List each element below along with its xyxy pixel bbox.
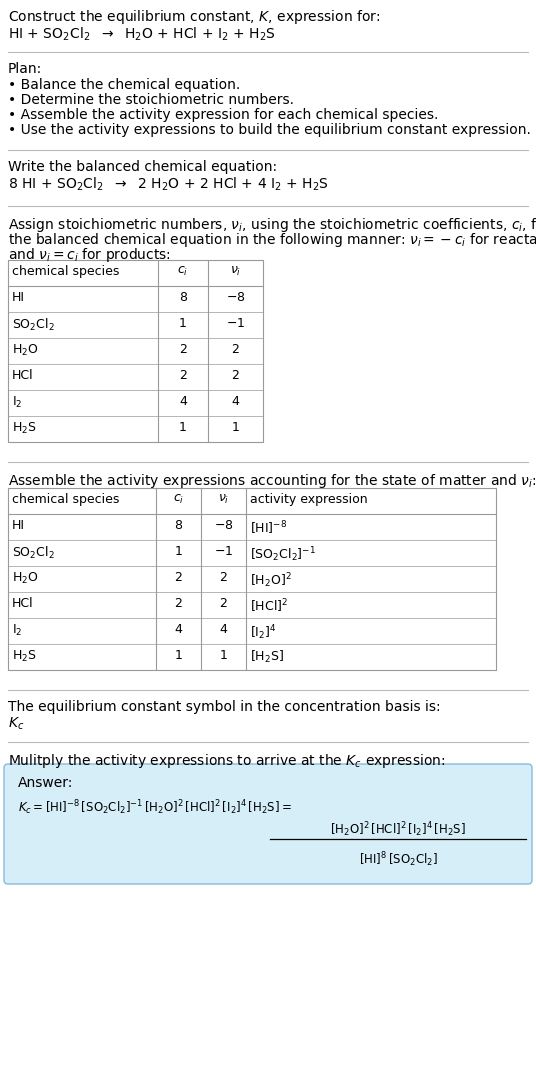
- Text: Assign stoichiometric numbers, $\nu_i$, using the stoichiometric coefficients, $: Assign stoichiometric numbers, $\nu_i$, …: [8, 216, 536, 234]
- Text: activity expression: activity expression: [250, 493, 368, 506]
- Text: • Use the activity expressions to build the equilibrium constant expression.: • Use the activity expressions to build …: [8, 123, 531, 137]
- Text: Assemble the activity expressions accounting for the state of matter and $\nu_i$: Assemble the activity expressions accoun…: [8, 472, 536, 490]
- Text: $-8$: $-8$: [226, 291, 245, 304]
- Text: $K_c$: $K_c$: [8, 716, 24, 733]
- Text: H$_2$S: H$_2$S: [12, 421, 36, 436]
- Text: $[\mathrm{HI}]^{-8}$: $[\mathrm{HI}]^{-8}$: [250, 519, 287, 536]
- Text: 8 HI + SO$_2$Cl$_2$  $\rightarrow$  2 H$_2$O + 2 HCl + 4 I$_2$ + H$_2$S: 8 HI + SO$_2$Cl$_2$ $\rightarrow$ 2 H$_2…: [8, 176, 329, 193]
- Text: 1: 1: [179, 421, 187, 434]
- Text: 2: 2: [179, 343, 187, 356]
- Text: $[\mathrm{H_2O}]^{2}$: $[\mathrm{H_2O}]^{2}$: [250, 571, 292, 590]
- Text: I$_2$: I$_2$: [12, 623, 23, 638]
- Text: • Assemble the activity expression for each chemical species.: • Assemble the activity expression for e…: [8, 108, 438, 122]
- Text: Mulitply the activity expressions to arrive at the $K_c$ expression:: Mulitply the activity expressions to arr…: [8, 752, 445, 770]
- Text: 2: 2: [232, 343, 240, 356]
- Text: 1: 1: [175, 648, 182, 663]
- Text: $\nu_i$: $\nu_i$: [218, 493, 229, 506]
- Text: HI + SO$_2$Cl$_2$  $\rightarrow$  H$_2$O + HCl + I$_2$ + H$_2$S: HI + SO$_2$Cl$_2$ $\rightarrow$ H$_2$O +…: [8, 26, 276, 43]
- Text: 4: 4: [175, 623, 182, 636]
- Text: H$_2$O: H$_2$O: [12, 343, 39, 358]
- Text: 8: 8: [175, 519, 182, 532]
- Text: Write the balanced chemical equation:: Write the balanced chemical equation:: [8, 160, 277, 174]
- Text: chemical species: chemical species: [12, 493, 120, 506]
- Text: HI: HI: [12, 519, 25, 532]
- Text: $[\mathrm{HI}]^{8}\,[\mathrm{SO_2Cl_2}]$: $[\mathrm{HI}]^{8}\,[\mathrm{SO_2Cl_2}]$: [359, 850, 437, 869]
- Text: $-1$: $-1$: [226, 317, 245, 330]
- Text: $\nu_i$: $\nu_i$: [230, 265, 241, 278]
- Text: H$_2$S: H$_2$S: [12, 648, 36, 664]
- Text: SO$_2$Cl$_2$: SO$_2$Cl$_2$: [12, 317, 55, 333]
- Text: 4: 4: [232, 395, 240, 408]
- Text: Plan:: Plan:: [8, 62, 42, 76]
- Text: $c_i$: $c_i$: [173, 493, 184, 506]
- Text: 2: 2: [175, 571, 182, 584]
- Text: Answer:: Answer:: [18, 776, 73, 790]
- Text: 2: 2: [179, 369, 187, 382]
- Text: H$_2$O: H$_2$O: [12, 571, 39, 586]
- Text: 1: 1: [220, 648, 227, 663]
- Text: • Determine the stoichiometric numbers.: • Determine the stoichiometric numbers.: [8, 93, 294, 107]
- Text: $K_c = [\mathrm{HI}]^{-8}\,[\mathrm{SO_2Cl_2}]^{-1}\,[\mathrm{H_2O}]^{2}\,[\math: $K_c = [\mathrm{HI}]^{-8}\,[\mathrm{SO_2…: [18, 798, 292, 817]
- Text: the balanced chemical equation in the following manner: $\nu_i = -c_i$ for react: the balanced chemical equation in the fo…: [8, 231, 536, 249]
- Text: $[\mathrm{H_2S}]$: $[\mathrm{H_2S}]$: [250, 648, 284, 665]
- Text: 2: 2: [220, 571, 227, 584]
- Text: 2: 2: [175, 597, 182, 610]
- Text: The equilibrium constant symbol in the concentration basis is:: The equilibrium constant symbol in the c…: [8, 700, 441, 714]
- Text: $[\mathrm{I_2}]^{4}$: $[\mathrm{I_2}]^{4}$: [250, 623, 277, 642]
- Bar: [8, 488, 496, 670]
- Text: 1: 1: [175, 545, 182, 558]
- Text: $[\mathrm{H_2O}]^{2}\,[\mathrm{HCl}]^{2}\,[\mathrm{I_2}]^{4}\,[\mathrm{H_2S}]$: $[\mathrm{H_2O}]^{2}\,[\mathrm{HCl}]^{2}…: [330, 820, 466, 838]
- Text: and $\nu_i = c_i$ for products:: and $\nu_i = c_i$ for products:: [8, 246, 171, 264]
- Text: HCl: HCl: [12, 597, 34, 610]
- Text: $[\mathrm{HCl}]^{2}$: $[\mathrm{HCl}]^{2}$: [250, 597, 288, 615]
- Text: 2: 2: [232, 369, 240, 382]
- Text: $c_i$: $c_i$: [177, 265, 189, 278]
- Text: Construct the equilibrium constant, $K$, expression for:: Construct the equilibrium constant, $K$,…: [8, 8, 381, 26]
- Text: 4: 4: [179, 395, 187, 408]
- Text: 1: 1: [232, 421, 240, 434]
- Text: 1: 1: [179, 317, 187, 330]
- Text: HCl: HCl: [12, 369, 34, 382]
- Text: 8: 8: [179, 291, 187, 304]
- Bar: [8, 260, 263, 442]
- Text: $[\mathrm{SO_2Cl_2}]^{-1}$: $[\mathrm{SO_2Cl_2}]^{-1}$: [250, 545, 316, 563]
- Text: 2: 2: [220, 597, 227, 610]
- Text: HI: HI: [12, 291, 25, 304]
- Text: $-8$: $-8$: [214, 519, 233, 532]
- Text: I$_2$: I$_2$: [12, 395, 23, 410]
- Text: SO$_2$Cl$_2$: SO$_2$Cl$_2$: [12, 545, 55, 561]
- Text: • Balance the chemical equation.: • Balance the chemical equation.: [8, 78, 240, 92]
- FancyBboxPatch shape: [4, 764, 532, 884]
- Text: 4: 4: [220, 623, 227, 636]
- Text: $-1$: $-1$: [214, 545, 233, 558]
- Text: chemical species: chemical species: [12, 265, 120, 278]
